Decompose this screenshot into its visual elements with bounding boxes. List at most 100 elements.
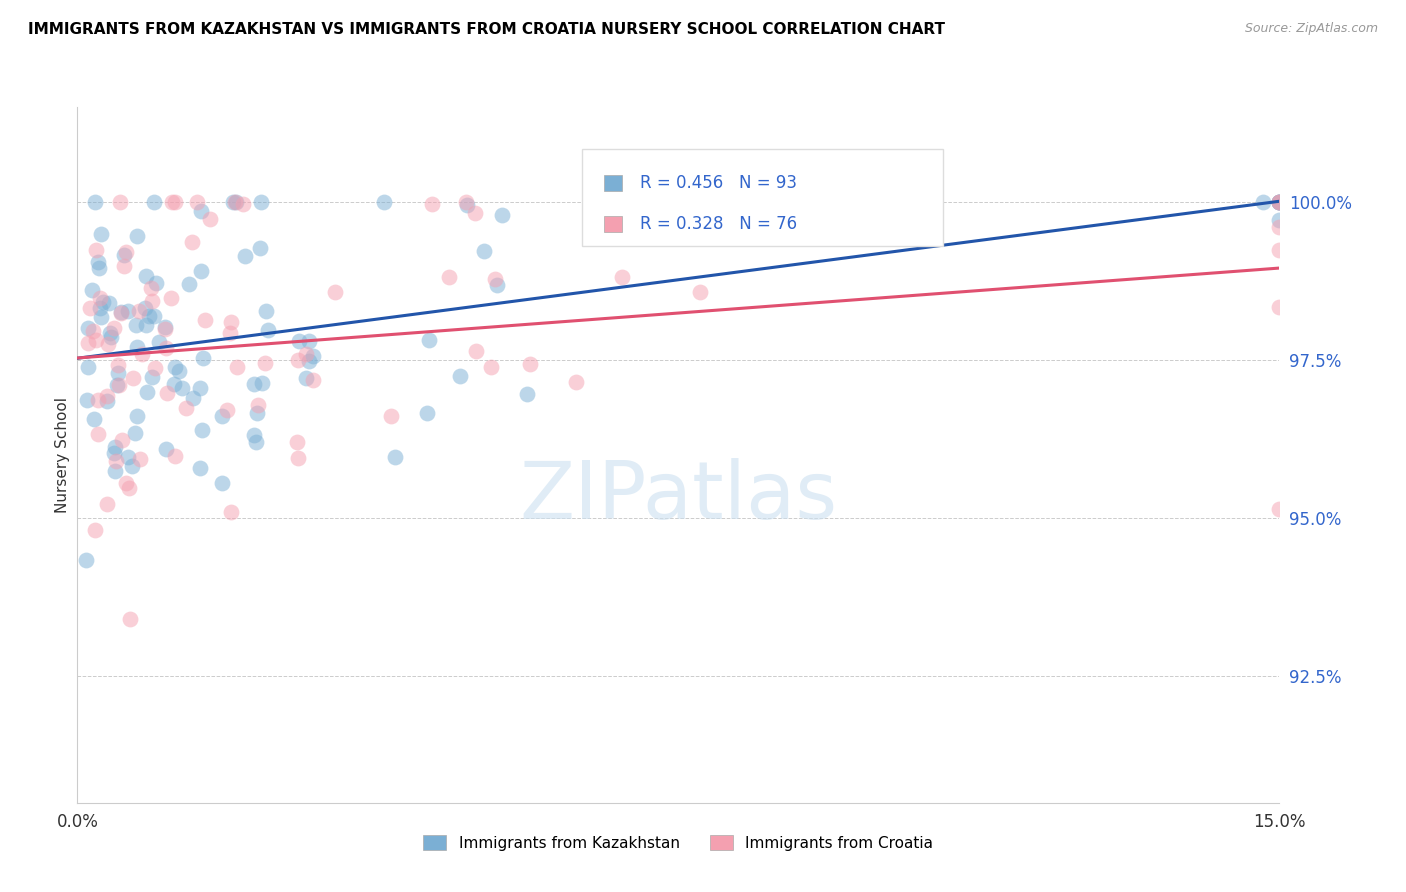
Point [105, 377, 128, 392]
Point [325, 285, 347, 300]
Point [384, 450, 406, 465]
Point [153, 320, 176, 334]
Point [143, 360, 166, 375]
Point [82, 324, 104, 338]
Point [486, 277, 509, 292]
Point [287, 451, 309, 466]
Point [89, 291, 111, 305]
Point [302, 349, 325, 363]
Point [288, 334, 311, 348]
Point [86, 255, 108, 269]
Point [143, 309, 166, 323]
Point [418, 333, 440, 347]
Point [472, 244, 495, 258]
Point [90, 310, 112, 324]
Point [1268, 194, 1291, 209]
Point [190, 264, 212, 278]
Point [122, 370, 145, 384]
Point [117, 450, 139, 465]
Point [124, 426, 146, 441]
Point [1268, 243, 1291, 257]
Point [191, 423, 214, 437]
Point [254, 303, 277, 318]
Point [96, 497, 118, 511]
Point [287, 353, 309, 368]
Point [1268, 213, 1291, 227]
Point [139, 280, 162, 294]
Text: Source: ZipAtlas.com: Source: ZipAtlas.com [1244, 22, 1378, 36]
Point [163, 449, 186, 463]
Point [105, 454, 128, 468]
Point [465, 343, 488, 358]
Point [245, 434, 267, 449]
Point [120, 612, 142, 626]
Point [97, 296, 120, 310]
Point [115, 245, 138, 260]
Point [516, 386, 538, 401]
Point [449, 368, 471, 383]
Text: IMMIGRANTS FROM KAZAKHSTAN VS IMMIGRANTS FROM CROATIA NURSERY SCHOOL CORRELATION: IMMIGRANTS FROM KAZAKHSTAN VS IMMIGRANTS… [28, 22, 945, 37]
Point [103, 464, 125, 478]
Point [86, 426, 108, 441]
Point [83, 194, 105, 209]
Point [1253, 194, 1275, 209]
Point [107, 358, 129, 372]
Point [141, 293, 163, 308]
Point [1268, 300, 1291, 314]
Point [464, 206, 486, 220]
Point [148, 334, 170, 349]
Point [162, 376, 184, 391]
Point [159, 291, 181, 305]
Point [96, 393, 118, 408]
Point [1268, 502, 1291, 516]
Y-axis label: Nursery School: Nursery School [55, 397, 70, 513]
Point [165, 359, 187, 374]
Point [103, 446, 125, 460]
Point [1268, 194, 1291, 209]
Point [295, 347, 318, 361]
Point [242, 427, 264, 442]
Point [246, 398, 269, 412]
Point [118, 481, 141, 495]
Point [156, 386, 179, 401]
Point [75, 553, 97, 567]
Point [104, 440, 127, 454]
Point [174, 401, 197, 415]
Point [135, 268, 157, 283]
Point [188, 461, 211, 475]
Point [125, 228, 148, 243]
Point [169, 364, 191, 378]
Bar [603, 216, 623, 232]
Point [114, 476, 136, 491]
Point [112, 247, 135, 261]
Point [246, 406, 269, 420]
Point [1268, 194, 1291, 209]
Point [186, 194, 208, 209]
Point [243, 377, 266, 392]
Point [1268, 219, 1291, 234]
Point [83, 412, 105, 426]
Point [250, 376, 273, 391]
Point [190, 204, 212, 219]
Point [155, 442, 177, 456]
Point [298, 334, 321, 349]
Point [84, 523, 107, 537]
Point [111, 433, 134, 447]
Text: R = 0.456   N = 93: R = 0.456 N = 93 [640, 174, 797, 192]
Point [226, 359, 249, 374]
Point [689, 285, 711, 299]
Point [127, 340, 149, 354]
Point [215, 403, 238, 417]
Point [219, 326, 242, 341]
Point [610, 270, 633, 285]
Point [117, 304, 139, 318]
Point [519, 357, 541, 371]
Point [86, 393, 108, 408]
Point [96, 389, 118, 403]
Point [82, 283, 104, 297]
Point [86, 333, 108, 347]
Point [108, 194, 131, 209]
Point [76, 320, 98, 334]
Point [110, 306, 132, 320]
Point [221, 315, 243, 329]
